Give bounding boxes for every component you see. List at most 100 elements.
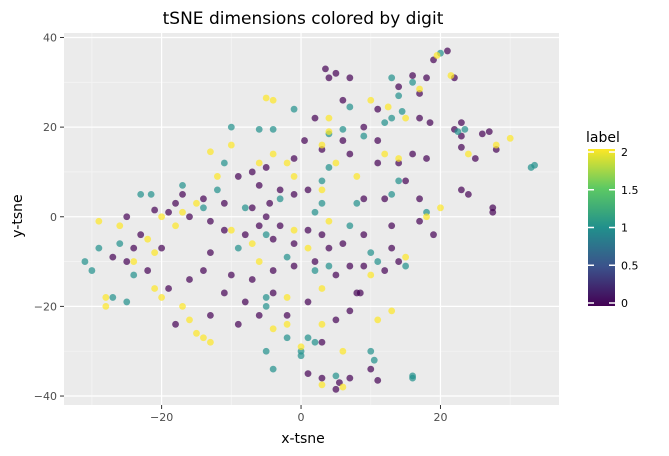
data-point [88,267,96,274]
data-point [172,199,179,207]
data-point [311,114,319,122]
y-tick-label: 0 [50,211,57,224]
data-point [444,47,451,55]
data-point [147,190,155,198]
data-point [234,320,242,328]
data-point [269,325,277,333]
data-point [325,128,333,136]
data-point [416,85,423,93]
data-point [367,365,375,373]
data-point [318,186,326,194]
data-point [262,347,270,355]
data-point [207,249,214,257]
data-point [374,376,382,384]
data-point [262,94,270,102]
data-point [325,74,333,82]
data-point [255,181,263,189]
minor-gridlines [64,33,559,405]
data-point [374,159,382,167]
data-point [457,186,465,194]
data-point [200,204,207,212]
data-point [318,199,326,207]
data-point [137,231,145,239]
data-point [290,173,298,180]
data-point [213,173,221,180]
data-point [151,285,159,292]
data-point [374,137,382,144]
data-point [395,83,403,91]
data-point [269,96,277,104]
data-point [356,289,364,297]
data-point [234,173,242,180]
axis-ticks: −20 0 20 −40 −20 0 20 40 [34,31,448,424]
data-point [426,119,434,127]
data-point [374,316,382,324]
data-point [248,240,256,248]
data-point [116,222,124,230]
data-point [395,155,403,162]
data-point [248,204,256,212]
data-point [255,311,263,319]
data-point [123,213,131,221]
data-point [346,374,354,382]
data-point [332,69,340,77]
data-point [311,208,319,216]
data-point [332,372,340,380]
legend-break-label: 1.5 [621,184,639,197]
data-point [318,285,326,292]
data-point [123,258,131,265]
chart-title: tSNE dimensions colored by digit [163,9,444,29]
data-point [325,164,333,171]
data-point [200,334,207,342]
data-point [353,173,361,180]
data-point [332,271,340,279]
data-point [109,253,117,261]
major-gridlines [64,33,559,405]
y-axis-label: y-tsne [10,194,26,237]
data-point [388,190,396,198]
data-point [269,150,277,158]
data-point [262,164,270,171]
data-point [207,217,214,225]
data-point [311,258,319,265]
data-points [81,47,538,393]
data-point [374,105,382,113]
data-point [255,222,263,230]
data-point [311,338,319,346]
data-point [318,381,326,389]
data-point [339,240,347,248]
data-point [437,204,444,212]
legend-break-label: 0 [621,297,628,310]
data-point [186,276,193,283]
data-point [165,285,172,292]
data-point [388,114,396,122]
data-point [262,302,270,310]
data-point [395,258,403,265]
data-point [339,383,347,391]
data-point [325,262,333,270]
data-point [332,159,340,167]
data-point [325,114,333,122]
data-point [165,208,172,216]
data-point [241,298,249,306]
data-point [346,307,354,315]
data-point [367,249,375,257]
data-point [179,208,186,216]
data-point [269,235,277,243]
data-point [416,114,423,122]
data-point [130,271,138,279]
data-point [381,195,389,203]
data-point [353,199,361,207]
data-point [262,213,270,221]
data-point [297,352,305,360]
data-point [193,199,200,207]
data-point [402,114,410,122]
data-point [423,213,430,221]
data-point [151,249,159,257]
data-point [220,289,228,297]
data-point [346,74,354,82]
data-point [311,267,319,274]
data-point [248,168,256,176]
data-point [318,320,326,328]
